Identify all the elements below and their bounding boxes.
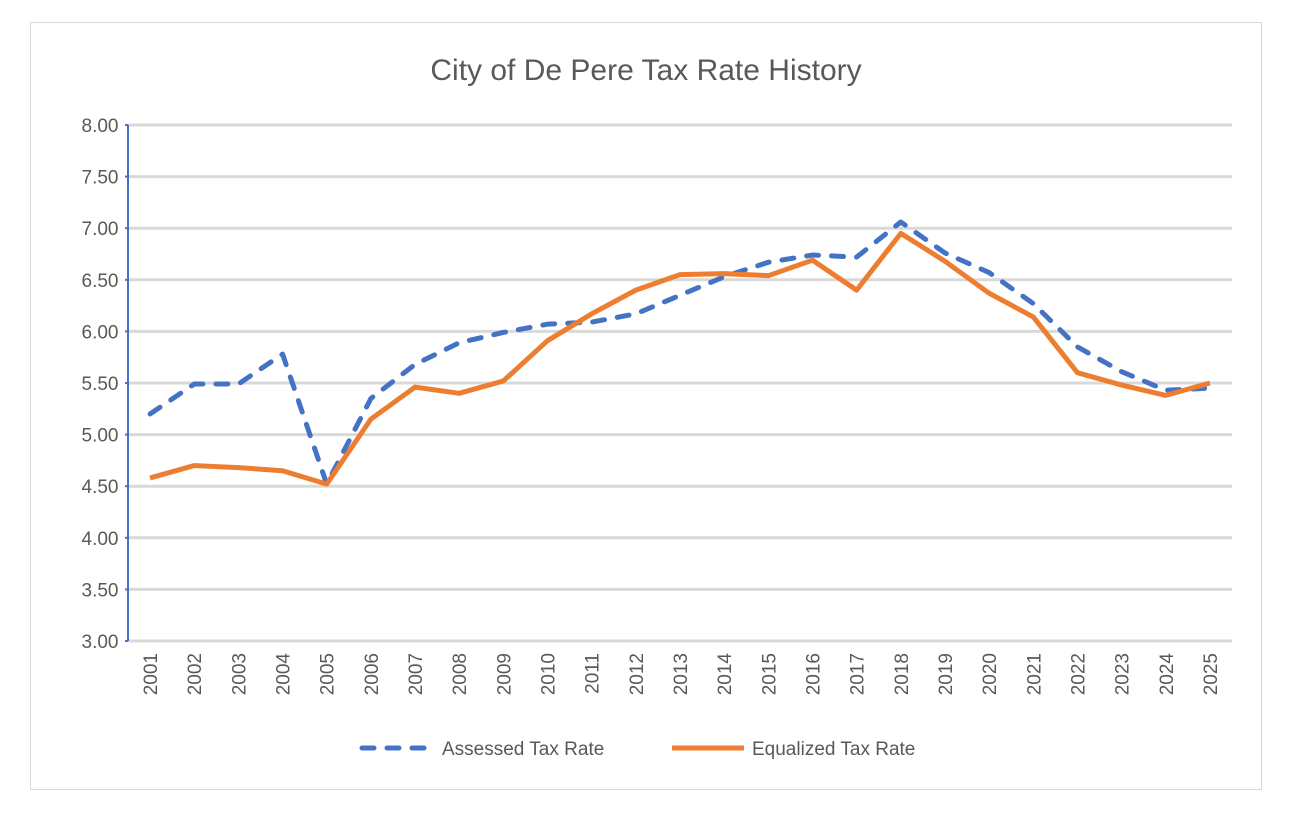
x-tick-label: 2003 bbox=[229, 653, 250, 695]
x-axis-ticks: 2001 2002 2003 2004 2005 2006 2007 2008 2009 2010… bbox=[141, 653, 1222, 696]
x-tick-label: 2023 bbox=[1113, 653, 1134, 695]
x-tick-label: 2004 bbox=[274, 653, 295, 696]
chart-frame bbox=[30, 22, 1262, 790]
x-tick-label: 2019 bbox=[936, 653, 957, 695]
x-tick-label: 2007 bbox=[406, 653, 427, 695]
y-tick-label: 7.00 bbox=[82, 219, 119, 240]
x-tick-label: 2010 bbox=[539, 653, 560, 695]
x-tick-label: 2008 bbox=[450, 653, 471, 695]
x-tick-label: 2013 bbox=[671, 653, 692, 695]
series-line-equalized bbox=[149, 230, 1211, 487]
series-line-assessed bbox=[147, 219, 1213, 487]
x-tick-label: 2006 bbox=[362, 653, 383, 695]
x-tick-label: 2024 bbox=[1157, 653, 1178, 696]
y-tick-label: 8.00 bbox=[82, 116, 119, 137]
y-tick-label: 3.50 bbox=[82, 580, 119, 601]
legend-label: Equalized Tax Rate bbox=[752, 739, 915, 760]
x-tick-label: 2015 bbox=[759, 653, 780, 695]
x-tick-label: 2025 bbox=[1201, 653, 1222, 695]
legend-label: Assessed Tax Rate bbox=[442, 739, 604, 760]
x-tick-label: 2022 bbox=[1068, 653, 1089, 695]
x-tick-label: 2011 bbox=[583, 653, 604, 694]
y-axis-ticks: 3.00 3.50 4.00 4.50 5.00 5.50 6.00 6.50 7.00 7.50… bbox=[82, 116, 119, 653]
y-tick-label: 7.50 bbox=[82, 168, 119, 189]
x-tick-label: 2001 bbox=[141, 653, 162, 695]
x-tick-label: 2018 bbox=[892, 653, 913, 695]
x-tick-label: 2012 bbox=[627, 653, 648, 695]
x-tick-label: 2005 bbox=[318, 653, 339, 695]
y-tick-label: 6.50 bbox=[82, 271, 119, 292]
x-tick-label: 2009 bbox=[494, 653, 515, 695]
y-tick-label: 4.50 bbox=[82, 477, 119, 498]
x-tick-label: 2021 bbox=[1024, 653, 1045, 695]
y-tick-label: 5.50 bbox=[82, 374, 119, 395]
x-tick-label: 2014 bbox=[715, 653, 736, 696]
x-tick-label: 2017 bbox=[848, 653, 869, 695]
x-tick-label: 2016 bbox=[803, 653, 824, 695]
legend: Assessed Tax Rate Equalized Tax Rate bbox=[359, 739, 915, 760]
y-tick-label: 6.00 bbox=[82, 322, 119, 343]
gridlines bbox=[125, 123, 1232, 643]
x-tick-label: 2020 bbox=[980, 653, 1001, 695]
x-tick-label: 2002 bbox=[185, 653, 206, 695]
y-tick-label: 5.00 bbox=[82, 426, 119, 447]
y-tick-label: 4.00 bbox=[82, 529, 119, 550]
series-lines bbox=[147, 219, 1213, 487]
chart-title: City of De Pere Tax Rate History bbox=[430, 54, 861, 87]
y-tick-label: 3.00 bbox=[82, 632, 119, 653]
